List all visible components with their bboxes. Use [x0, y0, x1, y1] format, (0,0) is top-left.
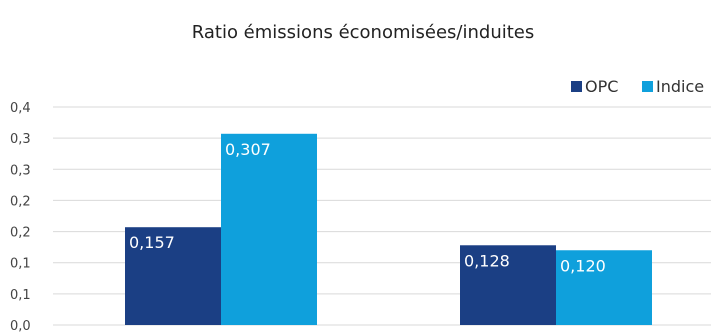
y-tick-label: 0,4	[10, 101, 31, 116]
y-tick-label: 0,1	[10, 288, 31, 303]
bar-opc-1	[125, 227, 221, 325]
y-tick-label: 0,3	[10, 163, 31, 178]
bar-opc-2	[460, 245, 556, 325]
chart-title: Ratio émissions économisées/induites	[192, 22, 534, 43]
legend-label-opc: OPC	[585, 77, 618, 96]
bar-indice-2	[556, 250, 652, 325]
y-tick-label: 0,0	[10, 319, 31, 333]
legend-swatch-opc	[571, 81, 582, 92]
legend-swatch-indice	[642, 81, 653, 92]
y-tick-label: 0,1	[10, 257, 31, 272]
y-tick-label: 0,2	[10, 194, 31, 209]
y-tick-label: 0,2	[10, 226, 31, 241]
legend-label-indice: Indice	[656, 77, 704, 96]
data-label: 0,128	[464, 251, 510, 270]
data-label: 0,157	[129, 233, 175, 252]
y-axis-ticks: 0,0 0,1 0,1 0,2 0,2 0,3 0,3 0,4	[10, 101, 31, 333]
data-labels: 0,157 0,128 0,307 0,120	[129, 140, 606, 275]
bars	[125, 133, 652, 325]
bar-indice-1	[221, 133, 317, 325]
legend: OPC Indice	[571, 77, 704, 96]
data-label: 0,120	[560, 256, 606, 275]
y-tick-label: 0,3	[10, 132, 31, 147]
data-label: 0,307	[225, 140, 271, 159]
